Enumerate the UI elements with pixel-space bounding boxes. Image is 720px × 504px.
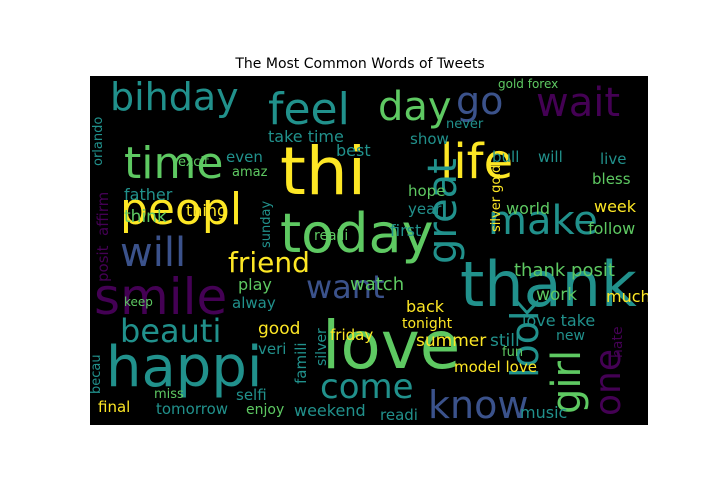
word-show: show (410, 130, 449, 148)
word-thank-posit: thank posit (514, 260, 615, 281)
word-peopl: peopl (120, 184, 242, 235)
word-week: week (594, 197, 637, 216)
word-wait: wait (536, 80, 620, 126)
word-keep: keep (124, 295, 153, 309)
word-thank: thank (460, 248, 637, 321)
word-best: best (336, 141, 371, 160)
word-orlando: orlando (91, 117, 106, 166)
word-cloud-canvas: love thi thank happi today smile peopl life time… (90, 76, 648, 425)
word-tonight: tonight (402, 316, 453, 332)
word-new: new (556, 328, 585, 344)
word-cloud-svg: love thi thank happi today smile peopl life time… (90, 76, 648, 425)
word-silver: silver (314, 328, 330, 366)
word-great: great (420, 158, 466, 264)
word-readi: readi (380, 406, 418, 424)
word-beauti: beauti (120, 312, 221, 350)
word-father: father (124, 185, 173, 204)
word-first: first (390, 221, 421, 240)
word-alway: alway (232, 294, 276, 312)
word-hate: hate (610, 326, 626, 358)
word-take-time: take time (268, 127, 344, 146)
word-excit: excit (178, 155, 209, 170)
word-summer: summer (416, 331, 486, 351)
word-sunday: sunday (259, 201, 274, 248)
word-love: love (322, 307, 460, 384)
word-will: will (538, 148, 563, 166)
word-thing: thing (186, 201, 227, 220)
word-tomorrow: tomorrow (156, 400, 228, 418)
word-time: time (124, 138, 223, 189)
word-still: still (490, 331, 520, 351)
word-bull: bull (492, 148, 519, 166)
word-play: play (238, 275, 272, 294)
word-friday: friday (330, 326, 373, 344)
word-today: today (280, 202, 434, 265)
word-bless: bless (592, 170, 631, 188)
word-world: world (506, 199, 550, 218)
word-smile: smile (94, 268, 227, 326)
word-becau: becau (90, 354, 104, 394)
word-live: live (600, 150, 626, 168)
word-girl: girl (544, 350, 590, 414)
word-day: day (378, 84, 452, 130)
word-come: come (320, 367, 414, 407)
word-model-love: model love (454, 358, 537, 376)
word-work: work (536, 285, 577, 305)
word-love-take: love take (522, 311, 595, 330)
word-much: much (606, 287, 648, 306)
word-look: look (503, 299, 547, 378)
word-life: life (440, 134, 513, 190)
word-follow: follow (588, 219, 635, 238)
word-affirm: affirm (94, 192, 112, 236)
word-realli: realli (314, 228, 348, 244)
word-want: want (306, 268, 385, 306)
word-good: good (258, 319, 300, 339)
word-selfi: selfi (236, 386, 267, 404)
word-hope: hope (408, 182, 445, 200)
word-back: back (406, 297, 445, 316)
word-will: will (120, 230, 186, 276)
word-year: year (408, 200, 442, 218)
word-friend: friend (228, 246, 310, 279)
word-feel: feel (268, 84, 350, 135)
word-make: make (488, 198, 598, 244)
word-music: music (520, 403, 567, 422)
word-amaz: amaz (232, 165, 268, 180)
word-even: even (226, 148, 263, 166)
word-watch: watch (350, 274, 404, 295)
word-know: know (428, 383, 528, 425)
word-final: final (98, 398, 130, 416)
word-weekend: weekend (294, 401, 366, 420)
word-famili: famili (292, 342, 310, 384)
word-one: one (588, 349, 629, 416)
chart-title: The Most Common Words of Tweets (235, 56, 485, 72)
word-miss: miss (154, 387, 184, 402)
word-gold-forex: gold forex (498, 77, 558, 91)
word-silver-gold: silver gold (489, 165, 504, 232)
word-bihday: bihday (110, 76, 239, 119)
word-go: go (456, 79, 503, 123)
word-posit: posit (94, 245, 112, 282)
word-never: never (446, 117, 484, 132)
word-fun: fun (502, 345, 523, 360)
word-think: think (124, 207, 167, 227)
word-thi: thi (280, 133, 366, 210)
word-enjoy: enjoy (246, 402, 284, 418)
word-happi: happi (106, 335, 262, 400)
word-veri: veri (258, 340, 286, 358)
